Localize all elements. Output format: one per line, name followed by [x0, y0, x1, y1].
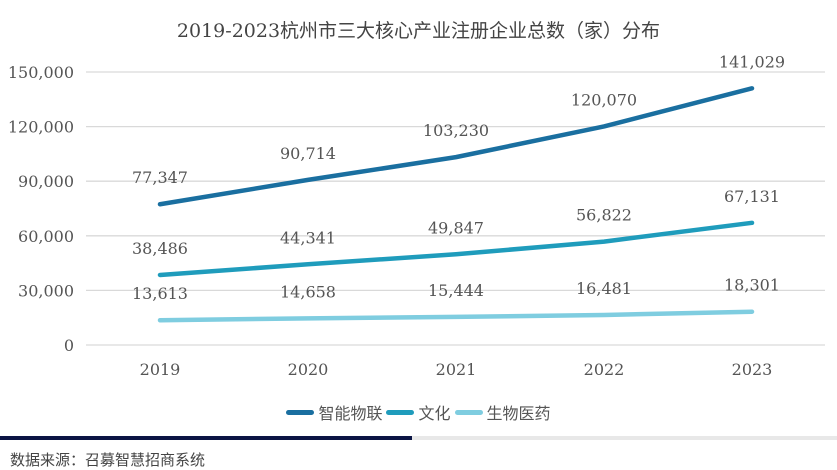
- y-tick-label: 120,000: [8, 118, 74, 137]
- x-tick-label: 2022: [584, 360, 625, 379]
- data-label: 14,658: [280, 282, 336, 301]
- footer-divider-dark: [0, 436, 412, 440]
- data-label: 120,070: [571, 90, 637, 109]
- data-label: 18,301: [724, 276, 780, 295]
- legend-label: 智能物联: [318, 404, 383, 423]
- legend-swatch: [286, 409, 315, 415]
- data-source: 数据来源：召募智慧招商系统: [10, 451, 206, 469]
- data-label: 49,847: [428, 218, 484, 237]
- data-label: 44,341: [280, 228, 336, 247]
- legend-swatch: [386, 409, 415, 415]
- series-line: [157, 309, 755, 323]
- data-label: 16,481: [576, 279, 632, 298]
- y-tick-label: 0: [64, 336, 74, 355]
- legend-item: 文化: [386, 400, 451, 424]
- data-label: 77,347: [132, 168, 188, 187]
- x-tick-label: 2020: [288, 360, 329, 379]
- legend-swatch: [454, 409, 483, 415]
- data-label: 56,822: [576, 206, 632, 225]
- line-chart: 0 30,000 60,000 90,000 120,000 150,000 2019 202…: [8, 52, 825, 379]
- y-tick-label: 60,000: [18, 227, 74, 246]
- x-tick-label: 2019: [140, 360, 181, 379]
- series-line: [157, 86, 755, 207]
- data-label: 103,230: [423, 121, 489, 140]
- x-tick-label: 2021: [436, 360, 477, 379]
- legend: 智能物联 文化 生物医药: [0, 400, 837, 424]
- chart-title: 2019-2023杭州市三大核心产业注册企业总数（家）分布: [176, 20, 661, 42]
- legend-item: 生物医药: [454, 400, 551, 424]
- data-label: 90,714: [280, 144, 336, 163]
- y-tick-label: 150,000: [8, 63, 74, 82]
- y-tick-label: 30,000: [18, 281, 74, 300]
- legend-label: 生物医药: [486, 404, 551, 423]
- data-label: 15,444: [428, 281, 484, 300]
- y-tick-label: 90,000: [18, 172, 74, 191]
- footer-divider-light: [412, 436, 837, 440]
- data-label: 13,613: [132, 284, 188, 303]
- data-label: 67,131: [724, 187, 780, 206]
- x-tick-label: 2023: [732, 360, 773, 379]
- legend-label: 文化: [418, 404, 451, 423]
- data-label: 141,029: [719, 52, 785, 71]
- legend-item: 智能物联: [286, 400, 382, 424]
- data-label: 38,486: [132, 239, 188, 258]
